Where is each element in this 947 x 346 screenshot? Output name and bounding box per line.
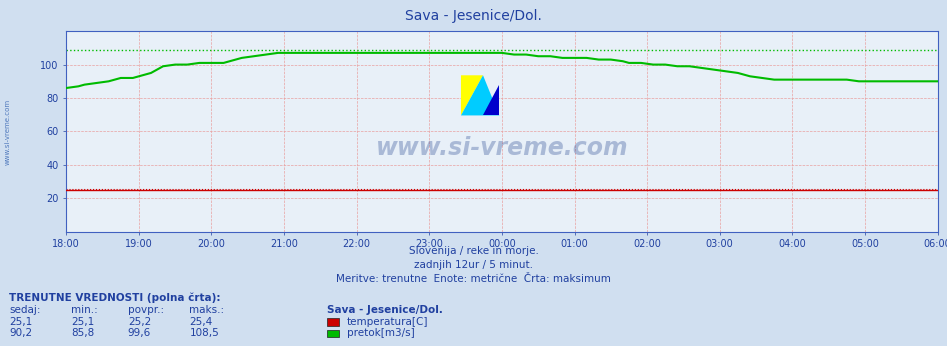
Text: Sava - Jesenice/Dol.: Sava - Jesenice/Dol.: [405, 9, 542, 22]
Polygon shape: [461, 75, 499, 116]
Text: Meritve: trenutne  Enote: metrične  Črta: maksimum: Meritve: trenutne Enote: metrične Črta: …: [336, 274, 611, 284]
Text: TRENUTNE VREDNOSTI (polna črta):: TRENUTNE VREDNOSTI (polna črta):: [9, 292, 221, 303]
Text: 25,1: 25,1: [9, 317, 33, 327]
Polygon shape: [483, 85, 499, 116]
Text: zadnjih 12ur / 5 minut.: zadnjih 12ur / 5 minut.: [414, 260, 533, 270]
Text: povpr.:: povpr.:: [128, 305, 164, 315]
Text: min.:: min.:: [71, 305, 98, 315]
Text: 25,1: 25,1: [71, 317, 95, 327]
Text: temperatura[C]: temperatura[C]: [347, 317, 428, 327]
Text: 90,2: 90,2: [9, 328, 32, 338]
Text: www.si-vreme.com: www.si-vreme.com: [5, 98, 10, 165]
Text: 25,4: 25,4: [189, 317, 213, 327]
Text: pretok[m3/s]: pretok[m3/s]: [347, 328, 415, 338]
Text: Sava - Jesenice/Dol.: Sava - Jesenice/Dol.: [327, 305, 442, 315]
Text: 99,6: 99,6: [128, 328, 152, 338]
Text: www.si-vreme.com: www.si-vreme.com: [376, 136, 628, 160]
Text: sedaj:: sedaj:: [9, 305, 41, 315]
Text: Slovenija / reke in morje.: Slovenija / reke in morje.: [408, 246, 539, 256]
Text: 25,2: 25,2: [128, 317, 152, 327]
Text: 108,5: 108,5: [189, 328, 219, 338]
Polygon shape: [461, 75, 483, 116]
Text: 85,8: 85,8: [71, 328, 95, 338]
Text: maks.:: maks.:: [189, 305, 224, 315]
